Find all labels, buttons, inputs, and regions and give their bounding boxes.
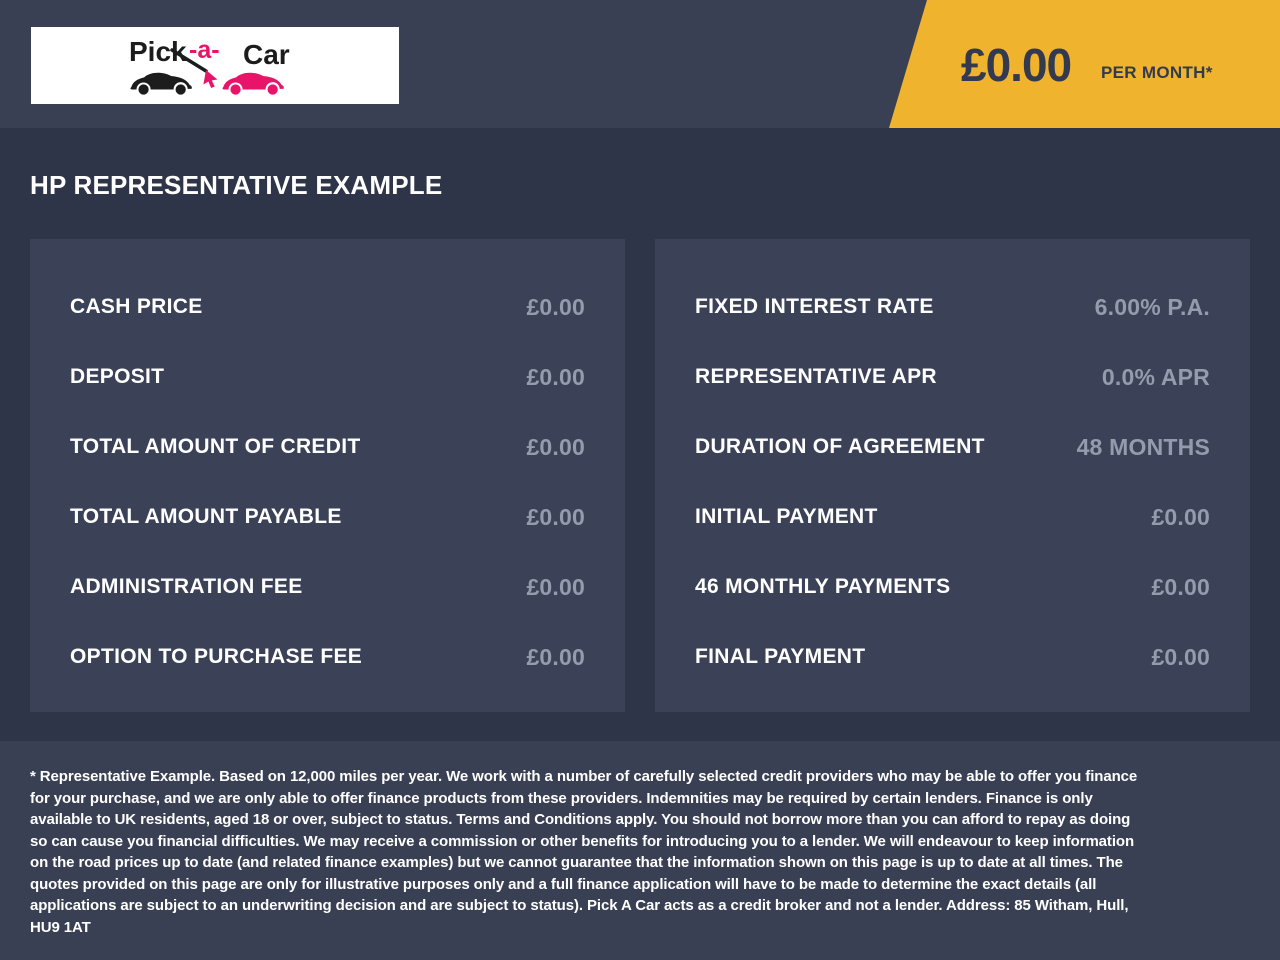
- finance-panels: CASH PRICE £0.00 DEPOSIT £0.00 TOTAL AMOUNT …: [30, 239, 1250, 712]
- finance-row: TOTAL AMOUNT OF CREDIT £0.00: [70, 412, 585, 482]
- finance-row-label: DURATION OF AGREEMENT: [695, 435, 985, 458]
- finance-row-label: REPRESENTATIVE APR: [695, 365, 937, 388]
- footer-band: * Representative Example. Based on 12,00…: [0, 741, 1280, 960]
- finance-row: 46 MONTHLY PAYMENTS £0.00: [695, 552, 1210, 622]
- finance-panel-left: CASH PRICE £0.00 DEPOSIT £0.00 TOTAL AMOUNT …: [30, 239, 625, 712]
- finance-row-value: £0.00: [526, 363, 585, 390]
- finance-row: FINAL PAYMENT £0.00: [695, 622, 1210, 692]
- pick-a-car-logo[interactable]: Pick -a- Car: [31, 27, 399, 104]
- finance-panel-right: FIXED INTEREST RATE 6.00% P.A. REPRESENTAT…: [655, 239, 1250, 712]
- finance-row-value: 6.00% P.A.: [1094, 293, 1210, 320]
- logo-word-a: -a-: [189, 36, 220, 64]
- finance-row-label: ADMINISTRATION FEE: [70, 575, 303, 598]
- finance-row-label: 46 MONTHLY PAYMENTS: [695, 575, 951, 598]
- finance-row-value: £0.00: [1151, 573, 1210, 600]
- finance-row-value: £0.00: [1151, 503, 1210, 530]
- cursor-icon: [203, 70, 218, 89]
- finance-row-value: £0.00: [526, 503, 585, 530]
- logo-word-pick: Pick: [129, 36, 187, 67]
- finance-row-value: £0.00: [1151, 643, 1210, 670]
- monthly-price-banner: £0.00 PER MONTH*: [889, 0, 1280, 128]
- finance-row-label: CASH PRICE: [70, 295, 203, 318]
- header-band: Pick -a- Car £0.00 PER MONTH*: [0, 0, 1280, 128]
- finance-row: REPRESENTATIVE APR 0.0% APR: [695, 342, 1210, 412]
- finance-row-value: £0.00: [526, 573, 585, 600]
- finance-row: INITIAL PAYMENT £0.00: [695, 482, 1210, 552]
- finance-row-value: £0.00: [526, 293, 585, 320]
- logo-word-car: Car: [243, 39, 290, 70]
- pick-a-car-logo-icon: Pick -a- Car: [129, 36, 290, 95]
- finance-row-label: INITIAL PAYMENT: [695, 505, 878, 528]
- finance-row-label: FINAL PAYMENT: [695, 645, 866, 668]
- finance-row-value: 0.0% APR: [1101, 363, 1210, 390]
- finance-row: FIXED INTEREST RATE 6.00% P.A.: [695, 272, 1210, 342]
- monthly-price-suffix: PER MONTH*: [1101, 63, 1213, 82]
- monthly-price-amount: £0.00: [961, 39, 1072, 91]
- finance-row: ADMINISTRATION FEE £0.00: [70, 552, 585, 622]
- logo-pointer-line: [170, 48, 208, 73]
- disclaimer-text: * Representative Example. Based on 12,00…: [30, 768, 1138, 936]
- finance-row: TOTAL AMOUNT PAYABLE £0.00: [70, 482, 585, 552]
- finance-row: OPTION TO PURCHASE FEE £0.00: [70, 622, 585, 692]
- finance-row-value: 48 MONTHS: [1076, 433, 1210, 460]
- finance-row-label: FIXED INTEREST RATE: [695, 295, 934, 318]
- finance-row-value: £0.00: [526, 643, 585, 670]
- page-title: HP REPRESENTATIVE EXAMPLE: [30, 170, 443, 200]
- finance-row: DURATION OF AGREEMENT 48 MONTHS: [695, 412, 1210, 482]
- finance-row-label: TOTAL AMOUNT OF CREDIT: [70, 435, 361, 458]
- pink-car-icon: [222, 72, 284, 95]
- black-car-icon: [130, 72, 192, 95]
- finance-row-value: £0.00: [526, 433, 585, 460]
- finance-row: CASH PRICE £0.00: [70, 272, 585, 342]
- finance-row-label: OPTION TO PURCHASE FEE: [70, 645, 363, 668]
- finance-row: DEPOSIT £0.00: [70, 342, 585, 412]
- finance-row-label: DEPOSIT: [70, 365, 165, 388]
- finance-row-label: TOTAL AMOUNT PAYABLE: [70, 505, 342, 528]
